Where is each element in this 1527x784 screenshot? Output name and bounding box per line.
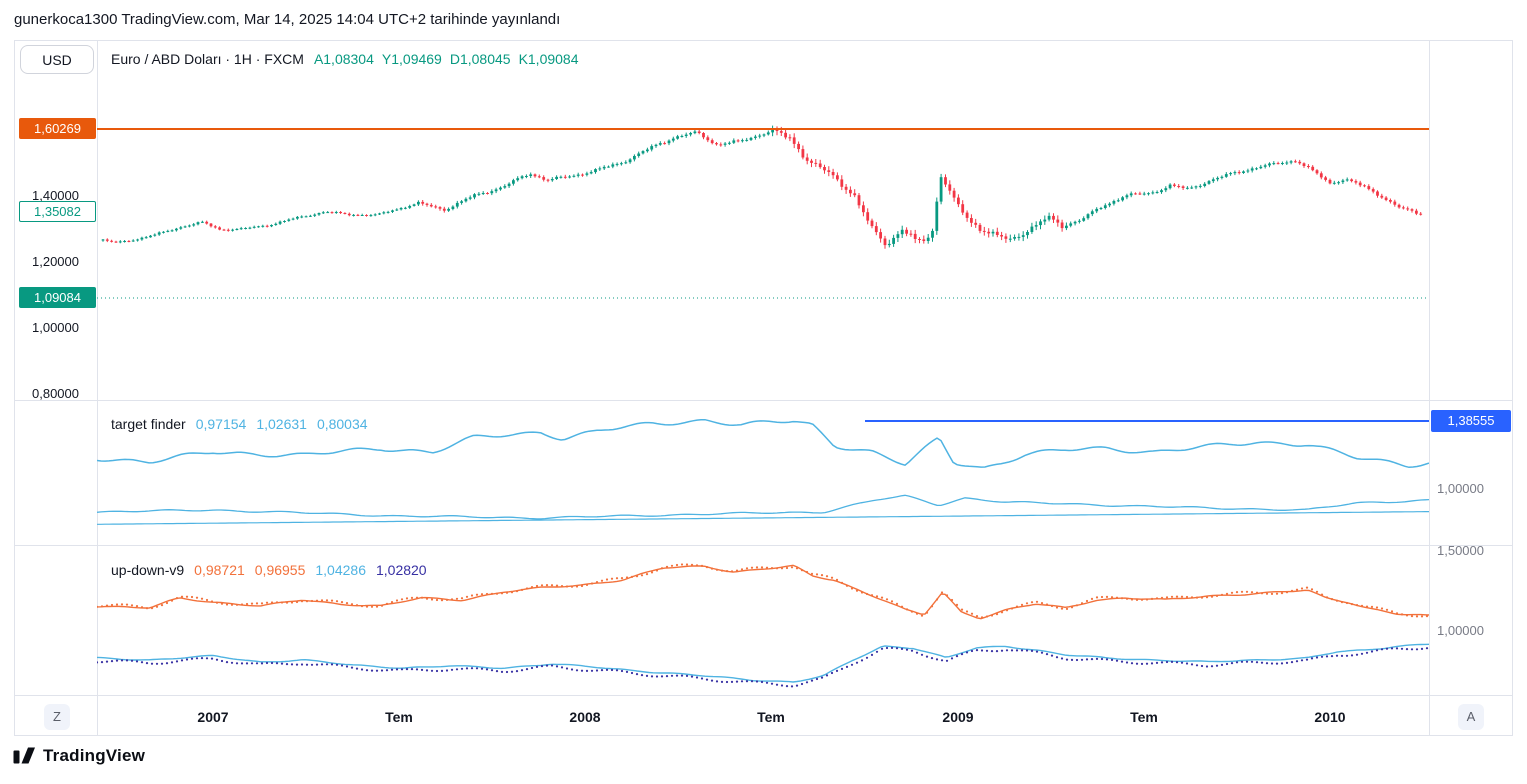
time-axis-label: 2007 [197, 709, 229, 725]
ohlc-values: A1,08304 Y1,09469 D1,08045 K1,09084 [314, 51, 579, 67]
tradingview-wordmark: TradingView [43, 745, 146, 765]
indicator-level-badge: 1,38555 [1431, 410, 1511, 432]
tradingview-logo[interactable]: TradingView [13, 745, 145, 766]
chart-border-top [14, 40, 1513, 41]
chart-border-right [1512, 40, 1513, 736]
target-finder-legend: target finder 0,97154 1,02631 0,80034 [111, 416, 368, 432]
main-chart-legend: Euro / ABD Doları · 1H · FXCM A1,08304 Y1… [111, 51, 579, 67]
target-finder-title[interactable]: target finder [111, 416, 186, 432]
price-scale-badge: 1,60269 [19, 118, 96, 139]
ohlc-Y: Y1,09469 [381, 51, 442, 67]
target-finder-values: 0,97154 1,02631 0,80034 [196, 416, 368, 432]
left-scale-separator [97, 40, 98, 735]
symbol-title[interactable]: Euro / ABD Doları · 1H · FXCM [111, 51, 304, 67]
indicator-scale-label: 1,00000 [1437, 623, 1484, 638]
time-axis-label: Tem [385, 709, 413, 725]
time-axis-label: Tem [757, 709, 785, 725]
main-target-separator[interactable] [14, 400, 1513, 401]
time-axis-separator [14, 695, 1513, 696]
time-axis-label: Tem [1130, 709, 1158, 725]
time-axis-label: 2010 [1314, 709, 1346, 725]
publish-info-line: gunerkoca1300 TradingView.com, Mar 14, 2… [14, 11, 561, 28]
price-scale-label: 1,00000 [32, 320, 79, 335]
ohlc-K: K1,09084 [518, 51, 579, 67]
main-price-chart[interactable] [97, 40, 1429, 400]
updown-title[interactable]: up-down-v9 [111, 562, 185, 578]
updown-v9-chart[interactable] [97, 545, 1429, 695]
price-scale-label: 1,20000 [32, 253, 79, 269]
timezone-button[interactable]: Z [44, 704, 70, 730]
currency-usd-button[interactable]: USD [20, 45, 94, 74]
updown-value-3: 1,02820 [375, 562, 427, 578]
updown-value-2: 1,04286 [315, 562, 366, 578]
price-scale-label: 1,40000 [32, 187, 79, 203]
indicator-scale-label: 1,50000 [1437, 543, 1484, 558]
time-axis-label: 2009 [942, 709, 974, 725]
indicator-scale-label: 1,00000 [1437, 481, 1484, 496]
right-scale-separator [1429, 40, 1430, 735]
price-scale-badge: 1,35082 [19, 201, 96, 223]
updown-value-1: 0,96955 [254, 562, 306, 578]
updown-legend: up-down-v9 0,98721 0,96955 1,04286 1,02820 [111, 562, 427, 578]
target-updown-separator[interactable] [14, 545, 1513, 546]
price-scale-badge: 1,09084 [19, 287, 96, 308]
auto-scale-button[interactable]: A [1458, 704, 1484, 730]
target-finder-chart[interactable] [97, 400, 1429, 545]
ohlc-D: D1,08045 [449, 51, 511, 67]
price-scale-label: 0,80000 [32, 386, 79, 402]
target-finder-value-0: 0,97154 [195, 416, 247, 432]
tradingview-icon [13, 747, 35, 764]
chart-border-bottom [14, 735, 1513, 736]
chart-border-left [14, 40, 15, 736]
target-finder-value-1: 1,02631 [256, 416, 307, 432]
ohlc-A: A1,08304 [313, 51, 374, 67]
target-finder-value-2: 0,80034 [316, 416, 368, 432]
updown-values: 0,98721 0,96955 1,04286 1,02820 [194, 562, 426, 578]
time-axis-label: 2008 [569, 709, 601, 725]
updown-value-0: 0,98721 [194, 562, 245, 578]
